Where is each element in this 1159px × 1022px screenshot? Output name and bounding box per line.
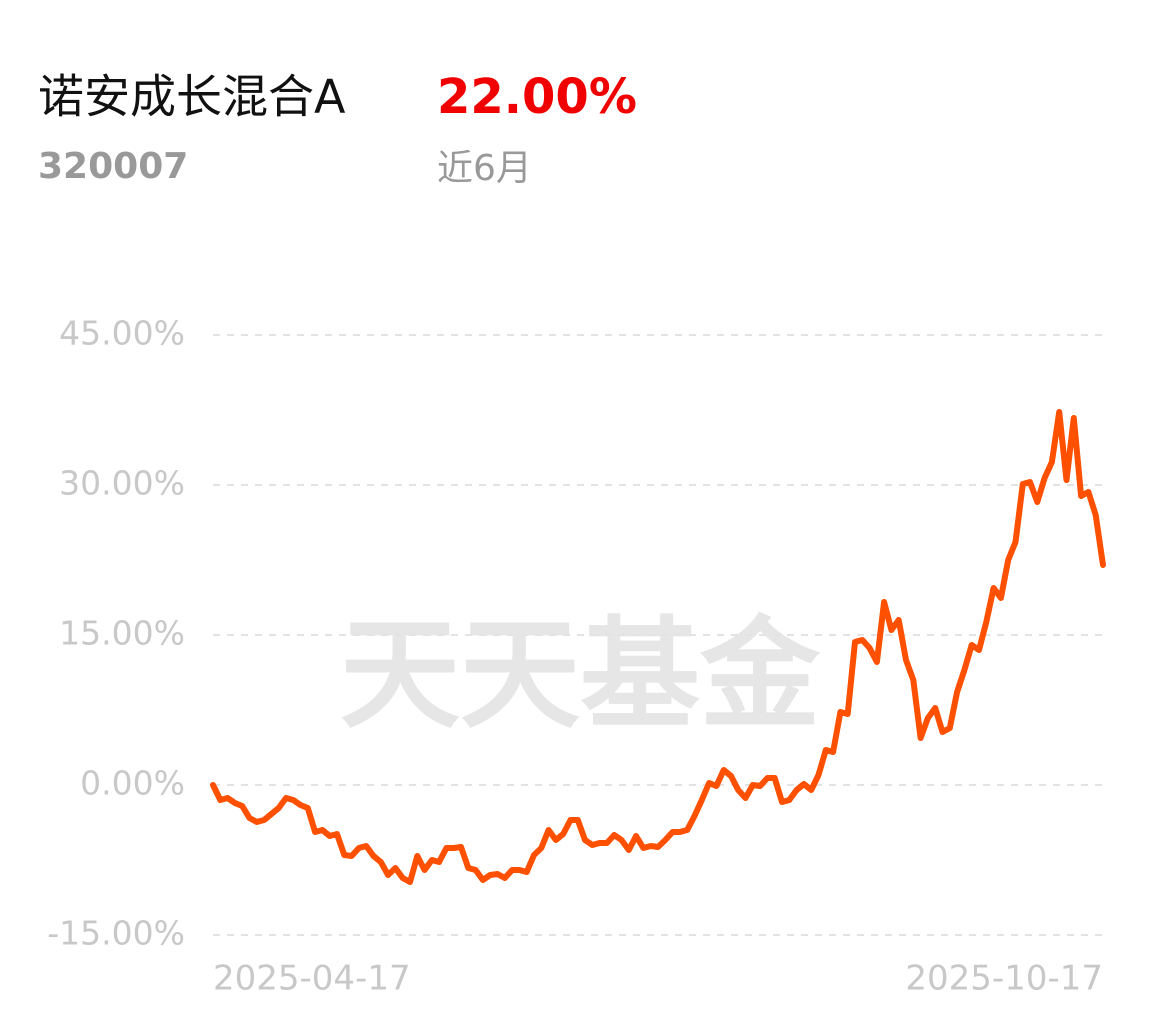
y-tick-label: -15.00% — [47, 914, 185, 953]
fund-code: 320007 — [38, 146, 188, 187]
fund-name: 诺安成长混合A — [38, 70, 346, 124]
period-label: 近6月 — [437, 148, 532, 189]
x-tick-label: 2025-04-17 — [213, 959, 411, 999]
x-tick-label: 2025-10-17 — [905, 959, 1103, 999]
y-tick-label: 30.00% — [59, 464, 185, 503]
y-tick-label: 45.00% — [59, 314, 185, 353]
watermark: 天天基金 — [340, 604, 821, 745]
y-tick-label: 15.00% — [59, 614, 185, 653]
period-return: 22.00% — [437, 69, 637, 125]
y-tick-label: 0.00% — [80, 764, 185, 803]
line — [210, 409, 1106, 885]
